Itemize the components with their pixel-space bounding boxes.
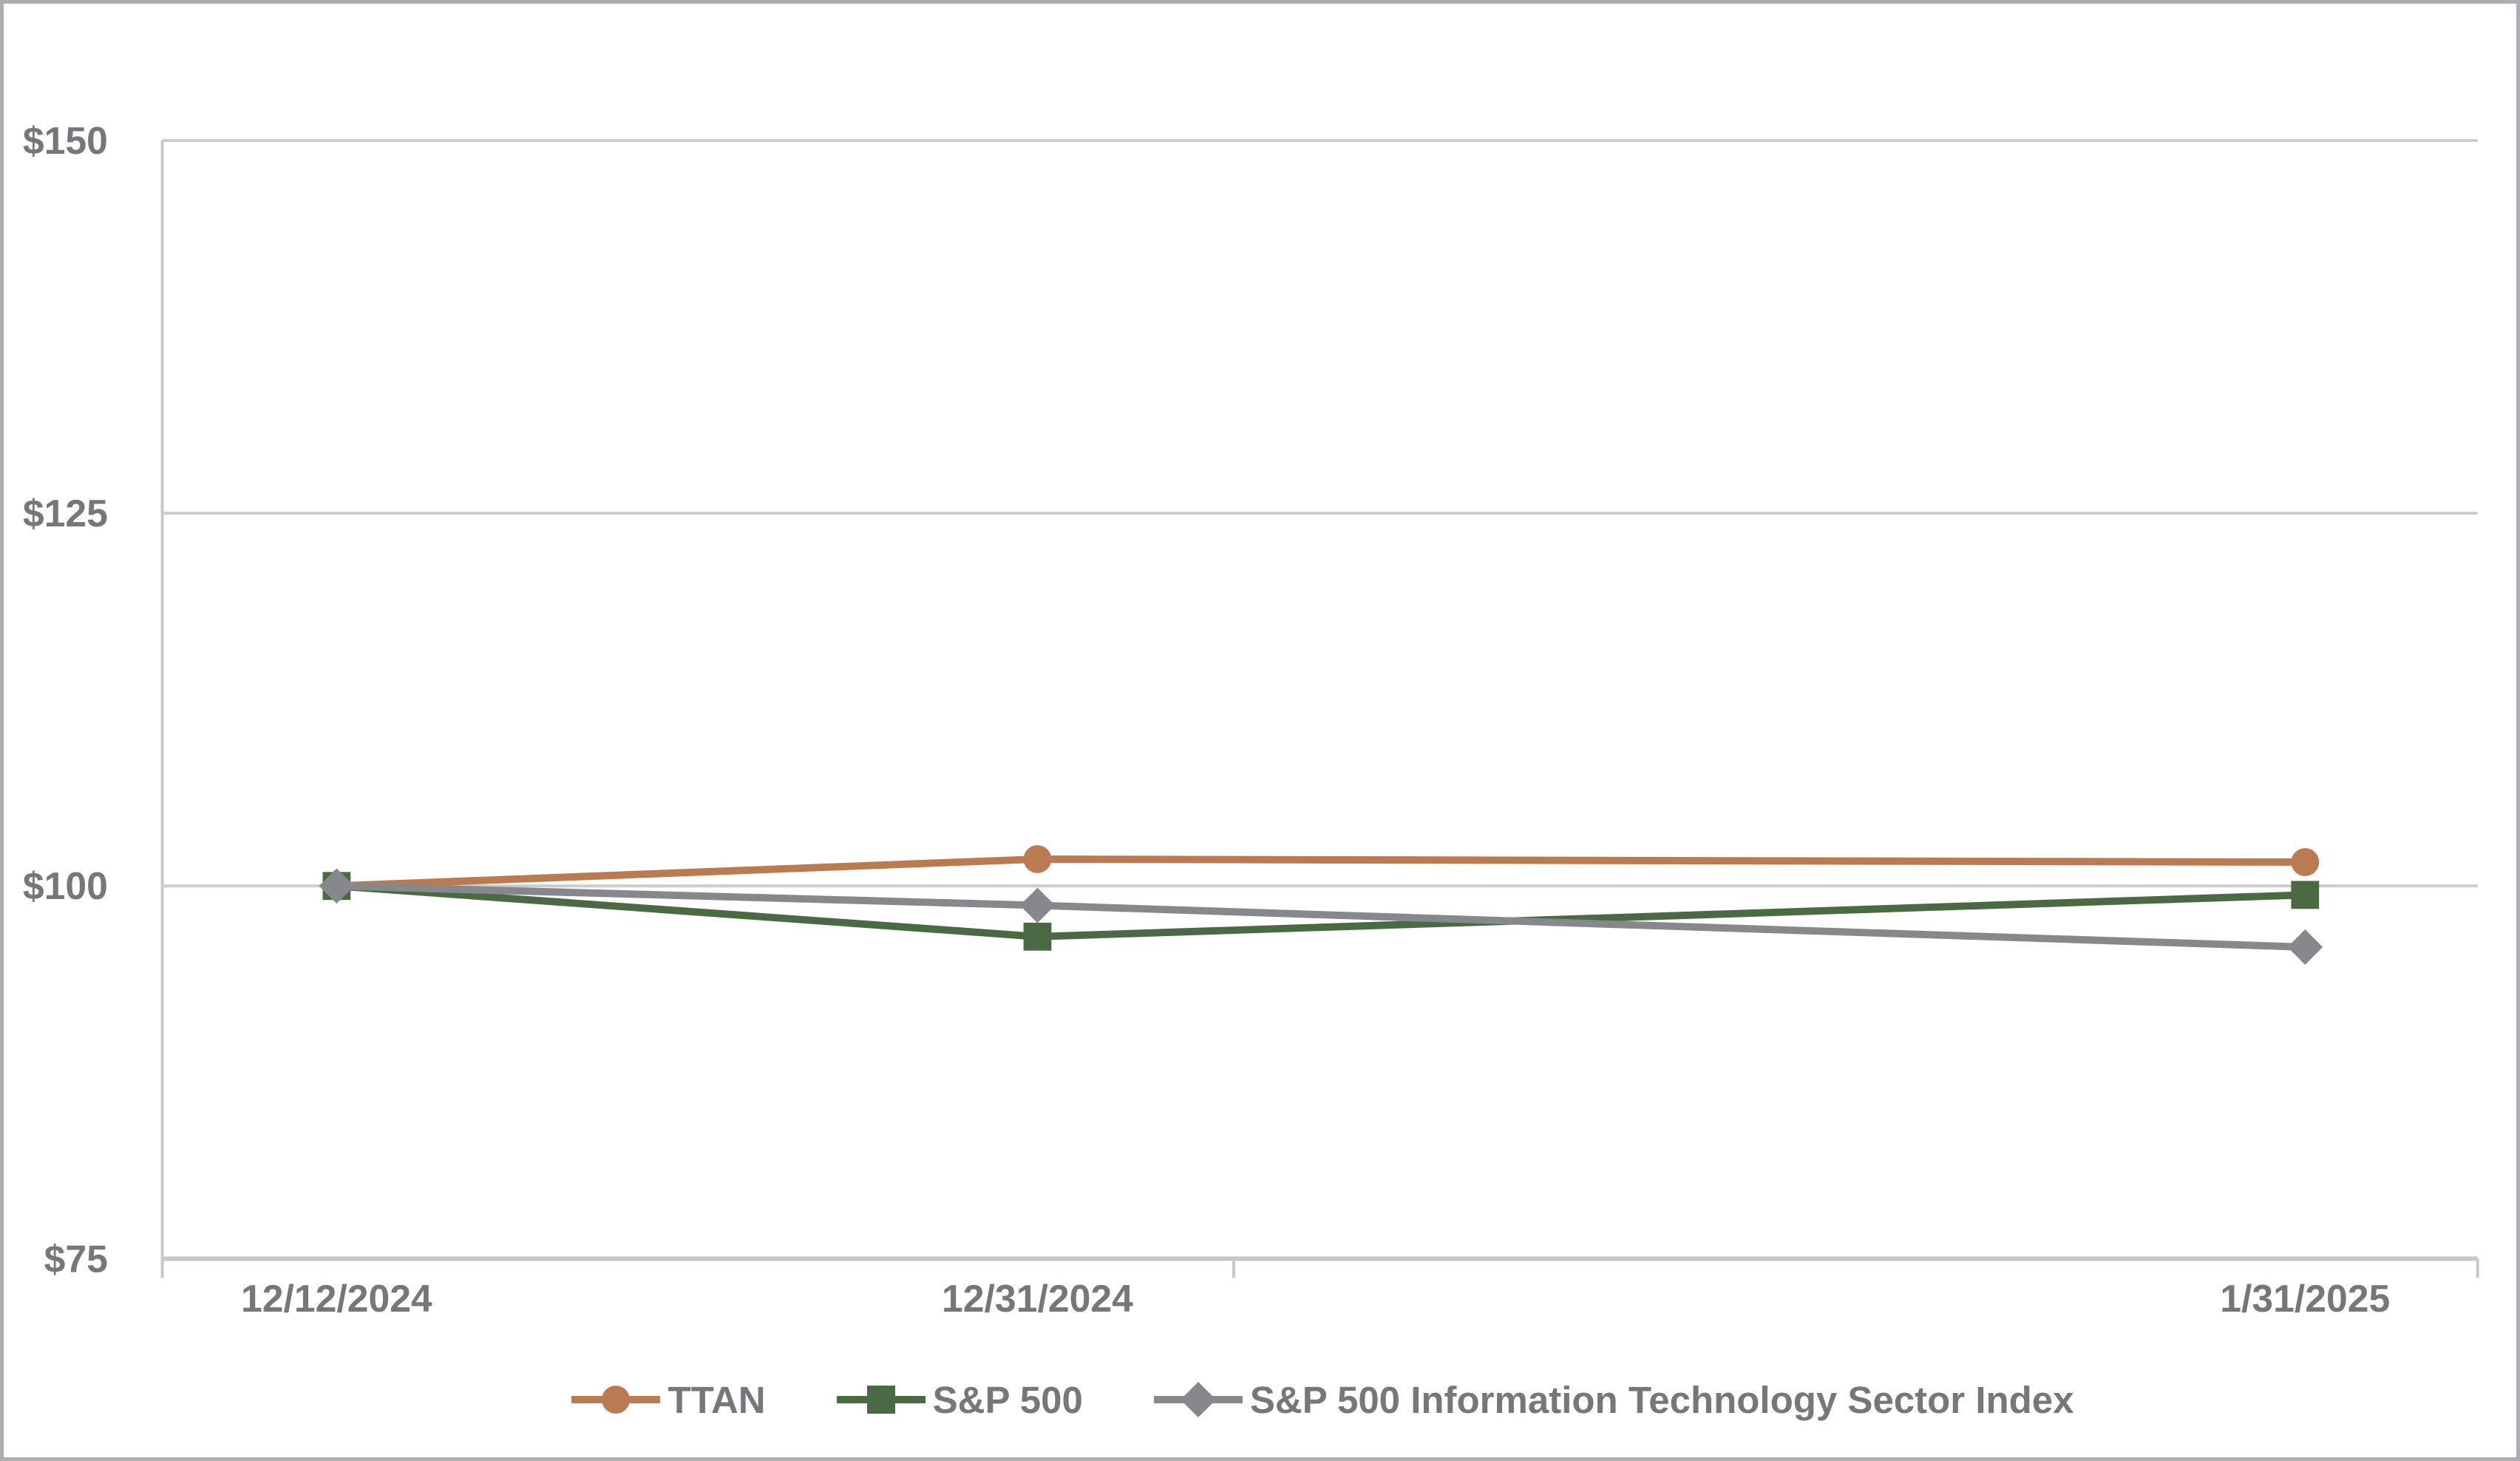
stock-performance-chart: $150 $125 $100 $75 12/12/2024 12/31/2024 1/31/… (0, 0, 2520, 1461)
legend-label-ttan: TTAN (668, 1378, 765, 1422)
series-1-point-square-marker (2291, 881, 2319, 909)
x-axis-label: 1/31/2025 (2220, 1277, 2390, 1320)
circle-marker-icon (571, 1376, 660, 1423)
legend-item-sp500-it-index: S&P 500 Information Technology Sector In… (1154, 1376, 2074, 1423)
legend-label-sp500-it-index: S&P 500 Information Technology Sector In… (1250, 1378, 2074, 1422)
square-marker-icon (837, 1376, 926, 1423)
y-axis-label: $125 (23, 492, 108, 535)
y-axis-label: $75 (44, 1237, 108, 1280)
plot-area: $150 $125 $100 $75 12/12/2024 12/31/2024 1/31/… (4, 4, 2516, 1457)
legend-item-sp500: S&P 500 (837, 1376, 1083, 1423)
legend-item-ttan: TTAN (571, 1376, 765, 1423)
legend-square-marker (867, 1386, 895, 1414)
series-2-point-diamond-marker (2287, 929, 2323, 965)
series-1-point-square-marker (1024, 923, 1052, 951)
x-axis-label: 12/31/2024 (942, 1277, 1133, 1320)
series-0-point-circle-marker (1024, 845, 1052, 873)
series-line-0 (336, 859, 2305, 886)
x-axis-label: 12/12/2024 (241, 1277, 432, 1320)
diamond-marker-icon (1154, 1376, 1243, 1423)
series-line-2 (336, 886, 2305, 947)
series-2-point-diamond-marker (1020, 888, 1056, 923)
legend: TTAN S&P 500 S&P 500 Information Technol… (4, 1370, 2516, 1429)
legend-label-sp500: S&P 500 (933, 1378, 1083, 1422)
series-0-point-circle-marker (2291, 848, 2319, 876)
y-axis-label: $150 (23, 119, 108, 162)
legend-diamond-marker (1181, 1382, 1216, 1417)
legend-circle-marker (602, 1386, 630, 1414)
y-axis-label: $100 (23, 864, 108, 907)
